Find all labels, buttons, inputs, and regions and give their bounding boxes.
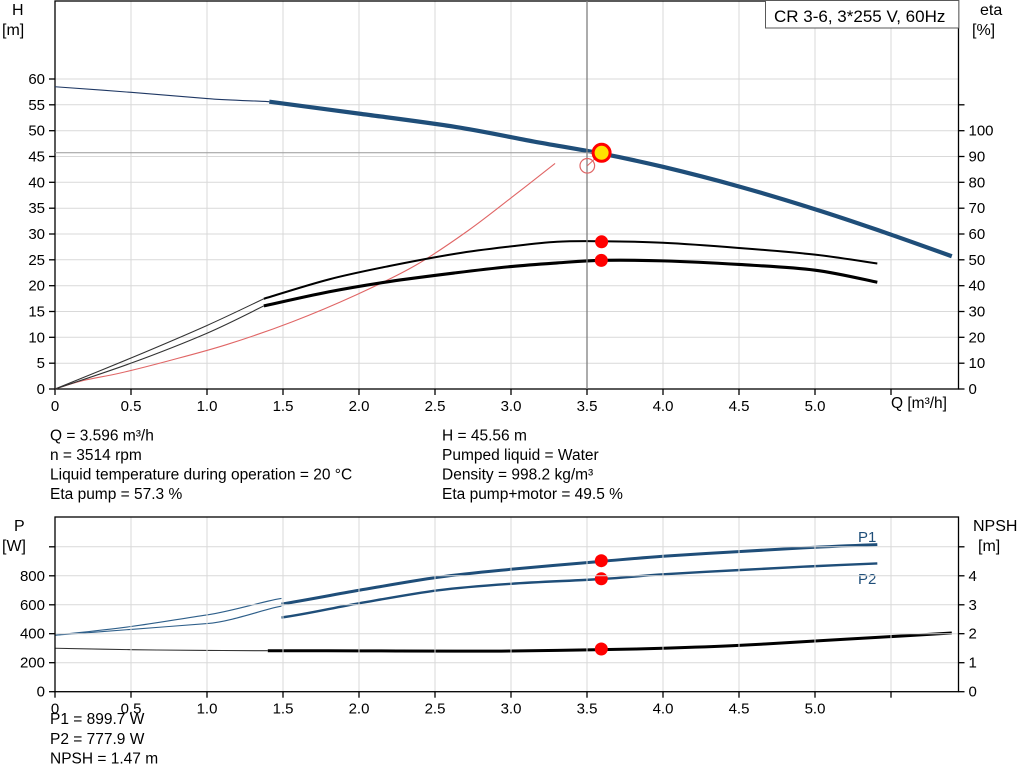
svg-text:100: 100 <box>969 123 994 140</box>
svg-text:1.0: 1.0 <box>197 701 218 718</box>
svg-text:[W]: [W] <box>2 538 26 555</box>
svg-text:5.0: 5.0 <box>805 398 826 415</box>
svg-text:P: P <box>14 518 25 535</box>
svg-text:4.5: 4.5 <box>729 398 750 415</box>
svg-text:2.5: 2.5 <box>425 398 446 415</box>
svg-text:4.5: 4.5 <box>729 701 750 718</box>
svg-text:Q = 3.596 m³/h: Q = 3.596 m³/h <box>50 428 154 445</box>
svg-text:20: 20 <box>969 329 986 346</box>
svg-text:3.0: 3.0 <box>501 701 522 718</box>
svg-text:70: 70 <box>969 200 986 217</box>
svg-text:4.0: 4.0 <box>653 398 674 415</box>
svg-text:45: 45 <box>28 149 45 166</box>
svg-text:Liquid temperature during oper: Liquid temperature during operation = 20… <box>50 467 352 484</box>
svg-text:50: 50 <box>28 123 45 140</box>
svg-text:Eta pump+motor = 49.5 %: Eta pump+motor = 49.5 % <box>442 486 623 503</box>
svg-text:200: 200 <box>20 655 45 672</box>
svg-text:2.5: 2.5 <box>425 701 446 718</box>
svg-text:600: 600 <box>20 597 45 614</box>
svg-text:n = 3514 rpm: n = 3514 rpm <box>50 447 142 464</box>
svg-text:2.0: 2.0 <box>349 398 370 415</box>
svg-text:Q [m³/h]: Q [m³/h] <box>891 395 947 412</box>
svg-text:P2: P2 <box>858 571 876 588</box>
svg-text:10: 10 <box>28 329 45 346</box>
svg-text:Pumped liquid = Water: Pumped liquid = Water <box>442 447 599 464</box>
svg-text:30: 30 <box>28 226 45 243</box>
svg-text:[%]: [%] <box>972 22 995 39</box>
svg-text:40: 40 <box>28 174 45 191</box>
svg-text:3.5: 3.5 <box>577 398 598 415</box>
svg-text:0: 0 <box>37 684 45 701</box>
svg-text:60: 60 <box>28 71 45 88</box>
svg-text:5: 5 <box>37 355 45 372</box>
svg-text:1.5: 1.5 <box>273 398 294 415</box>
svg-text:4.0: 4.0 <box>653 701 674 718</box>
svg-text:P1 = 899.7 W: P1 = 899.7 W <box>50 711 145 728</box>
svg-text:4: 4 <box>969 568 977 585</box>
svg-text:NPSH = 1.47 m: NPSH = 1.47 m <box>50 751 158 768</box>
svg-text:3.0: 3.0 <box>501 398 522 415</box>
svg-text:0.5: 0.5 <box>121 398 142 415</box>
svg-text:eta: eta <box>980 2 1002 19</box>
svg-text:55: 55 <box>28 97 45 114</box>
svg-text:60: 60 <box>969 226 986 243</box>
svg-text:Eta pump = 57.3 %: Eta pump = 57.3 % <box>50 486 182 503</box>
svg-text:Density = 998.2 kg/m³: Density = 998.2 kg/m³ <box>442 467 593 484</box>
svg-text:1.0: 1.0 <box>197 398 218 415</box>
svg-text:35: 35 <box>28 200 45 217</box>
svg-text:1: 1 <box>969 655 977 672</box>
svg-text:90: 90 <box>969 149 986 166</box>
svg-text:0: 0 <box>969 684 977 701</box>
svg-text:H: H <box>12 2 24 19</box>
svg-text:80: 80 <box>969 174 986 191</box>
svg-text:[m]: [m] <box>2 22 24 39</box>
svg-text:NPSH: NPSH <box>973 518 1017 535</box>
svg-text:20: 20 <box>28 278 45 295</box>
svg-text:50: 50 <box>969 252 986 269</box>
svg-text:30: 30 <box>969 304 986 321</box>
svg-text:2.0: 2.0 <box>349 701 370 718</box>
svg-text:2: 2 <box>969 626 977 643</box>
svg-text:15: 15 <box>28 304 45 321</box>
svg-text:CR 3-6, 3*255 V, 60Hz: CR 3-6, 3*255 V, 60Hz <box>774 7 945 26</box>
svg-text:3: 3 <box>969 597 977 614</box>
svg-text:40: 40 <box>969 278 986 295</box>
svg-text:[m]: [m] <box>978 538 1000 555</box>
svg-text:10: 10 <box>969 355 986 372</box>
svg-text:800: 800 <box>20 568 45 585</box>
svg-text:0: 0 <box>969 381 977 398</box>
svg-text:1.5: 1.5 <box>273 701 294 718</box>
svg-text:P1: P1 <box>858 529 876 546</box>
svg-text:H = 45.56 m: H = 45.56 m <box>442 428 527 445</box>
svg-text:25: 25 <box>28 252 45 269</box>
svg-text:P2 = 777.9 W: P2 = 777.9 W <box>50 731 145 748</box>
svg-text:0: 0 <box>37 381 45 398</box>
svg-text:400: 400 <box>20 626 45 643</box>
svg-text:5.0: 5.0 <box>805 701 826 718</box>
svg-text:3.5: 3.5 <box>577 701 598 718</box>
svg-text:0: 0 <box>51 398 59 415</box>
